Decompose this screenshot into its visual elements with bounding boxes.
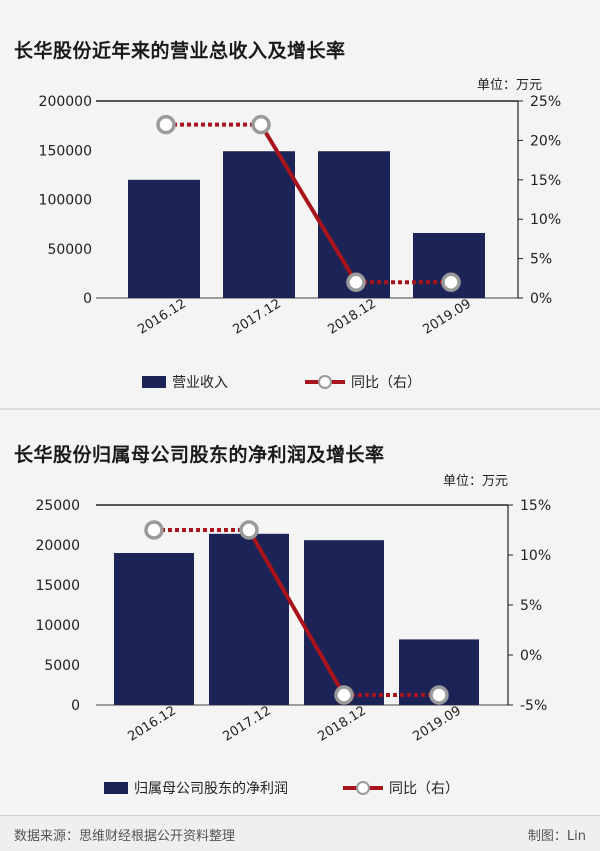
legend-bar-swatch (142, 376, 166, 388)
line-segment (247, 529, 346, 696)
y2-tick-label: 0% (530, 291, 552, 307)
bar (304, 540, 384, 705)
line-point (334, 685, 354, 705)
x-tick-label: 2017.12 (220, 703, 274, 744)
legend-line-swatch (305, 375, 345, 389)
y2-tick-label: 10% (530, 212, 561, 228)
y-tick-label: 0 (83, 291, 92, 307)
line-point (239, 520, 259, 540)
y-tick-label: 25000 (35, 498, 80, 514)
y-tick-label: 50000 (47, 242, 92, 258)
line-point (429, 685, 449, 705)
chart-title: 长华股份归属母公司股东的净利润及增长率 (14, 444, 385, 466)
line-point (441, 272, 461, 292)
x-tick-label: 2019.09 (410, 703, 464, 744)
line-segment (259, 123, 358, 284)
legend-line-swatch (343, 781, 383, 795)
legend-label: 归属母公司股东的净利润 (134, 781, 288, 797)
legend-bar-swatch (104, 782, 128, 794)
y2-tick-label: 10% (520, 548, 551, 564)
legend-item-bars: 营业收入 (142, 372, 228, 392)
net-profit-chart-panel: 长华股份归属母公司股东的净利润及增长率 单位：万元 0 5000 10000 1500… (0, 410, 600, 815)
footer: 数据来源：思维财经根据公开资料整理 制图：Lin (0, 815, 600, 851)
line-point (346, 272, 366, 292)
bar (114, 553, 194, 705)
y-tick-label: 20000 (35, 538, 80, 554)
y2-tick-label: 5% (530, 252, 552, 268)
y2-tick-label: 15% (530, 173, 561, 189)
y2-tick-label: 5% (520, 598, 542, 614)
bar (223, 151, 295, 298)
legend-item-bars: 归属母公司股东的净利润 (104, 778, 288, 798)
x-tick-label: 2017.12 (230, 296, 284, 337)
y2-tick-label: 25% (530, 94, 561, 110)
x-tick-label: 2019.09 (420, 296, 474, 337)
chart-title: 长华股份近年来的营业总收入及增长率 (14, 40, 346, 62)
y-tick-label: 10000 (35, 618, 80, 634)
y2-tick-label: -5% (520, 698, 547, 714)
y-tick-label: 5000 (44, 658, 80, 674)
x-tick-label: 2016.12 (125, 703, 179, 744)
y2-tick-label: 20% (530, 133, 561, 149)
x-tick-label: 2016.12 (135, 296, 189, 337)
unit-label: 单位：万元 (476, 78, 542, 93)
line-point (144, 520, 164, 540)
y-tick-label: 100000 (39, 193, 92, 209)
y-tick-label: 200000 (39, 94, 92, 110)
line-point (156, 114, 176, 135)
y-tick-label: 0 (71, 698, 80, 714)
legend-item-line: 同比（右） (343, 778, 459, 798)
bar (128, 179, 200, 298)
net-profit-chart: 0 5000 10000 15000 20000 25000 -5% 0% 5% 10% 15% 20… (35, 498, 551, 745)
chart-credit: 制图：Lin (527, 829, 586, 844)
legend-label: 同比（右） (351, 375, 421, 391)
line-point (251, 114, 271, 135)
revenue-chart: 0 50000 100000 150000 200000 0% 5% 10% 15% 20% 25%… (39, 94, 562, 338)
y2-tick-label: 0% (520, 648, 542, 664)
unit-label: 单位：万元 (442, 474, 508, 489)
legend-label: 营业收入 (172, 375, 228, 391)
data-source-note: 数据来源：思维财经根据公开资料整理 (14, 829, 236, 844)
legend-label: 同比（右） (389, 781, 459, 797)
legend-item-line: 同比（右） (305, 372, 421, 392)
y-tick-label: 150000 (39, 143, 92, 159)
x-tick-label: 2018.12 (315, 703, 369, 744)
x-tick-label: 2018.12 (325, 296, 379, 337)
panel-divider (0, 408, 600, 410)
y-tick-label: 15000 (35, 578, 80, 594)
revenue-chart-panel: 长华股份近年来的营业总收入及增长率 单位：万元 0 50000 100000 1500… (0, 0, 600, 408)
y2-tick-label: 15% (520, 498, 551, 514)
bar (209, 533, 289, 705)
